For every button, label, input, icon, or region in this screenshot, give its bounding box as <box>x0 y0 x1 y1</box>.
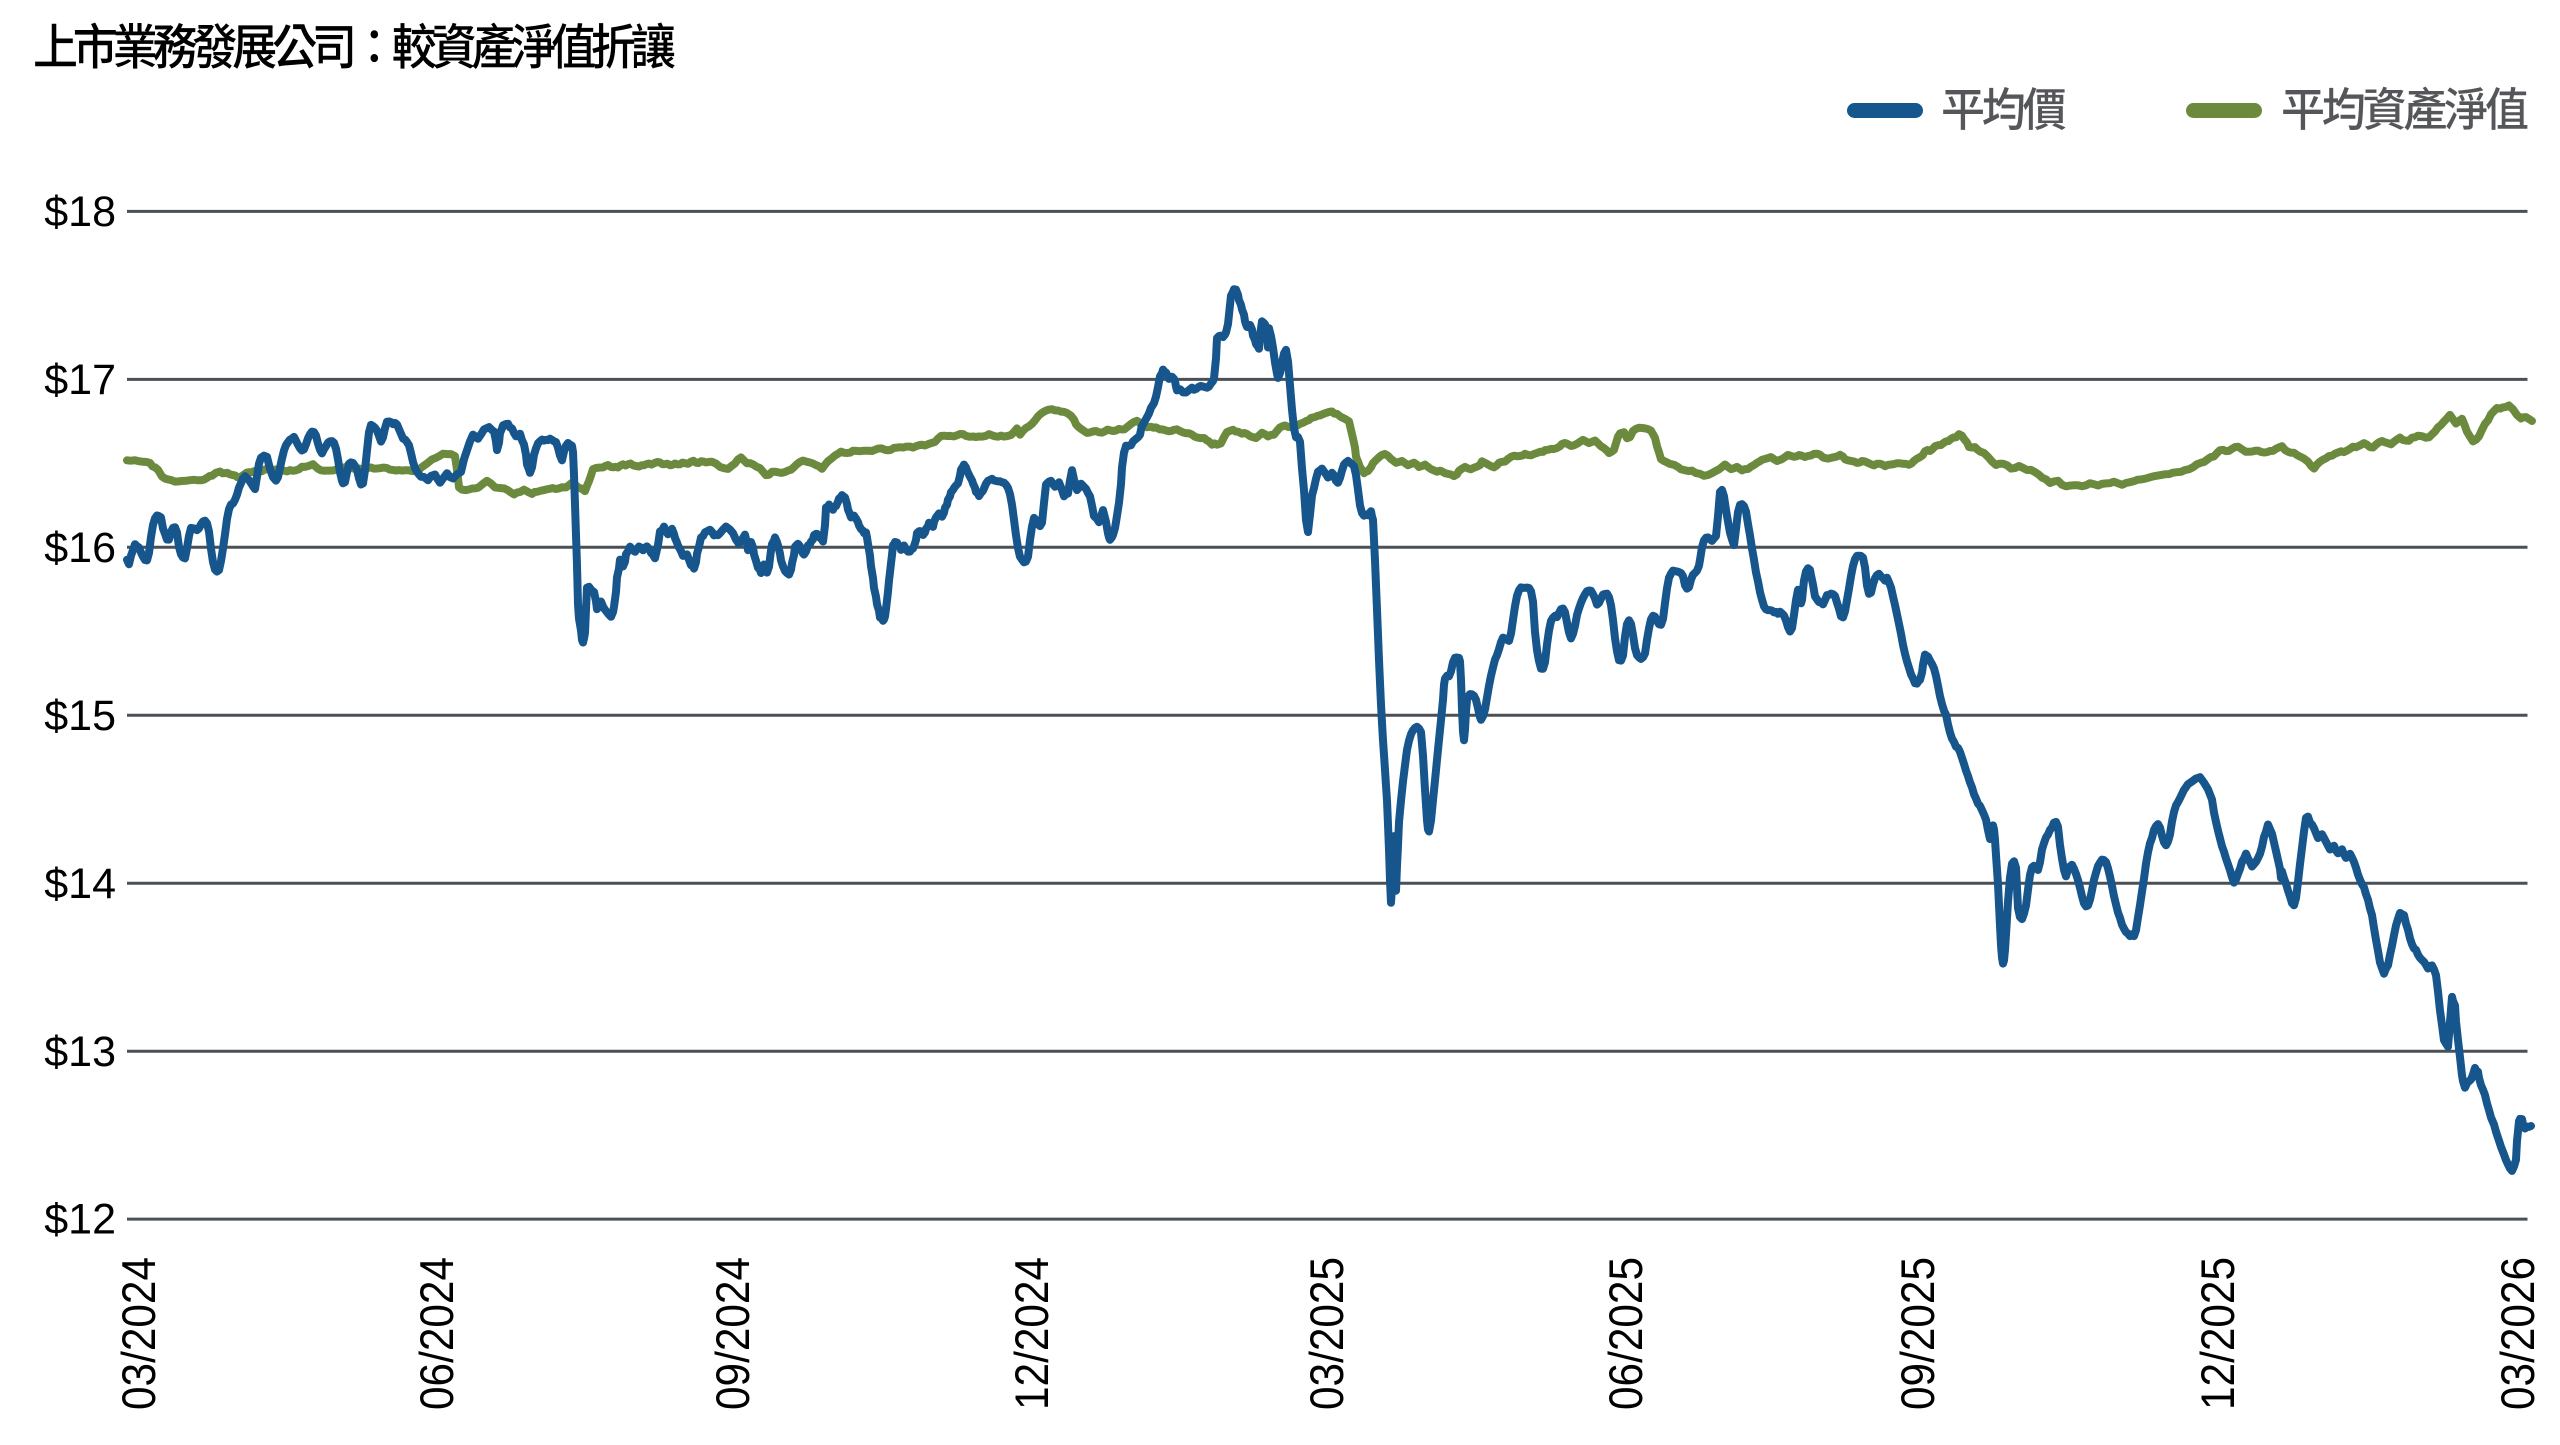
svg-text:09/2025: 09/2025 <box>1892 1257 1945 1410</box>
svg-text:06/2025: 06/2025 <box>1600 1257 1653 1410</box>
svg-text:$15: $15 <box>44 692 116 740</box>
svg-text:12/2025: 12/2025 <box>2192 1257 2245 1410</box>
svg-text:$13: $13 <box>44 1028 116 1076</box>
svg-text:$14: $14 <box>44 860 116 908</box>
svg-text:03/2026: 03/2026 <box>2492 1257 2545 1410</box>
svg-text:$12: $12 <box>44 1196 116 1244</box>
svg-text:12/2024: 12/2024 <box>1006 1257 1059 1410</box>
svg-text:06/2024: 06/2024 <box>411 1257 464 1410</box>
svg-text:$16: $16 <box>44 524 116 572</box>
svg-text:$18: $18 <box>44 188 116 236</box>
svg-text:03/2024: 03/2024 <box>113 1257 166 1410</box>
svg-text:09/2024: 09/2024 <box>707 1257 760 1410</box>
svg-text:03/2025: 03/2025 <box>1301 1257 1354 1410</box>
svg-text:$17: $17 <box>44 356 116 404</box>
